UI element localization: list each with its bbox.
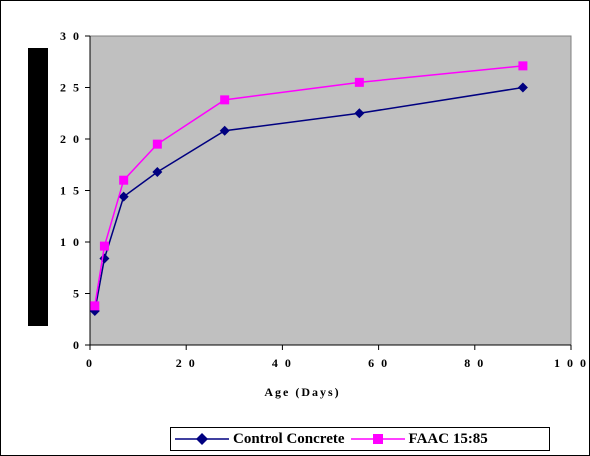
data-point-faac (119, 175, 129, 185)
y-tick-label: 1 5 (60, 184, 81, 198)
y-axis-label-redacted (28, 48, 48, 326)
data-point-faac (99, 241, 109, 251)
data-point-control (219, 125, 230, 136)
legend: Control Concrete FAAC 15:85 (170, 427, 550, 451)
x-tick-label: 8 0 (464, 356, 485, 370)
legend-swatch-control (175, 433, 229, 445)
y-tick-label: 2 0 (60, 132, 81, 146)
legend-swatch-faac (350, 434, 405, 444)
y-tick-label: 2 5 (60, 81, 81, 95)
legend-item-control: Control Concrete (175, 431, 345, 448)
x-tick-label: 0 (86, 356, 94, 370)
x-tick-label: 4 0 (272, 356, 293, 370)
y-tick-label: 3 0 (60, 29, 81, 43)
x-tick-label: 1 0 0 (554, 356, 588, 370)
legend-label-faac: FAAC 15:85 (408, 430, 488, 447)
data-point-control (354, 108, 365, 119)
data-point-faac (90, 301, 100, 311)
data-point-control (152, 166, 163, 177)
data-point-control (118, 191, 129, 202)
data-point-faac (152, 139, 162, 149)
data-point-faac (354, 77, 364, 87)
x-axis-title: Age (Days) (264, 385, 340, 399)
x-tick-label: 2 0 (176, 356, 197, 370)
y-tick-label: 1 0 (60, 235, 81, 249)
x-tick-label: 6 0 (368, 356, 389, 370)
legend-label-control: Control Concrete (233, 430, 345, 447)
plot-area (89, 35, 572, 346)
y-tick-label: 5 (73, 287, 81, 301)
data-point-faac (220, 95, 230, 105)
data-point-control (517, 82, 528, 93)
y-tick-label: 0 (73, 338, 81, 352)
data-point-faac (518, 61, 528, 71)
legend-item-faac: FAAC 15:85 (350, 430, 488, 448)
